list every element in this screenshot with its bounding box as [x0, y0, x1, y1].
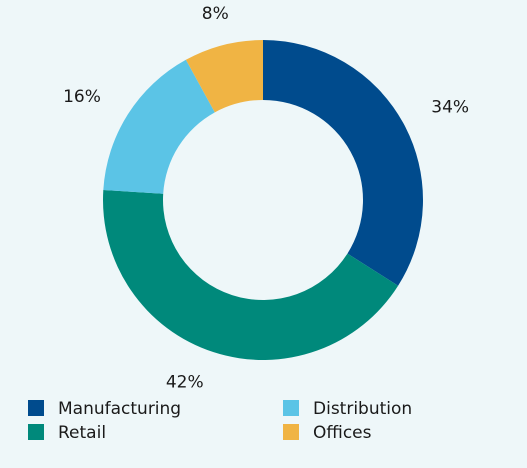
legend-label: Manufacturing — [58, 399, 181, 419]
value-label: 8% — [202, 4, 229, 24]
value-label: 16% — [63, 87, 101, 107]
legend-swatch — [28, 400, 44, 416]
donut-segment — [263, 40, 423, 286]
legend-label: Offices — [313, 423, 372, 443]
value-label: 34% — [431, 98, 469, 118]
value-label: 42% — [166, 373, 204, 393]
legend-swatch — [283, 424, 299, 440]
legend-label: Distribution — [313, 399, 412, 419]
donut-segment — [103, 59, 215, 194]
legend-swatch — [28, 424, 44, 440]
legend-label: Retail — [58, 423, 106, 443]
legend-swatch — [283, 400, 299, 416]
donut-segment — [102, 189, 399, 361]
donut-segment — [185, 40, 263, 113]
